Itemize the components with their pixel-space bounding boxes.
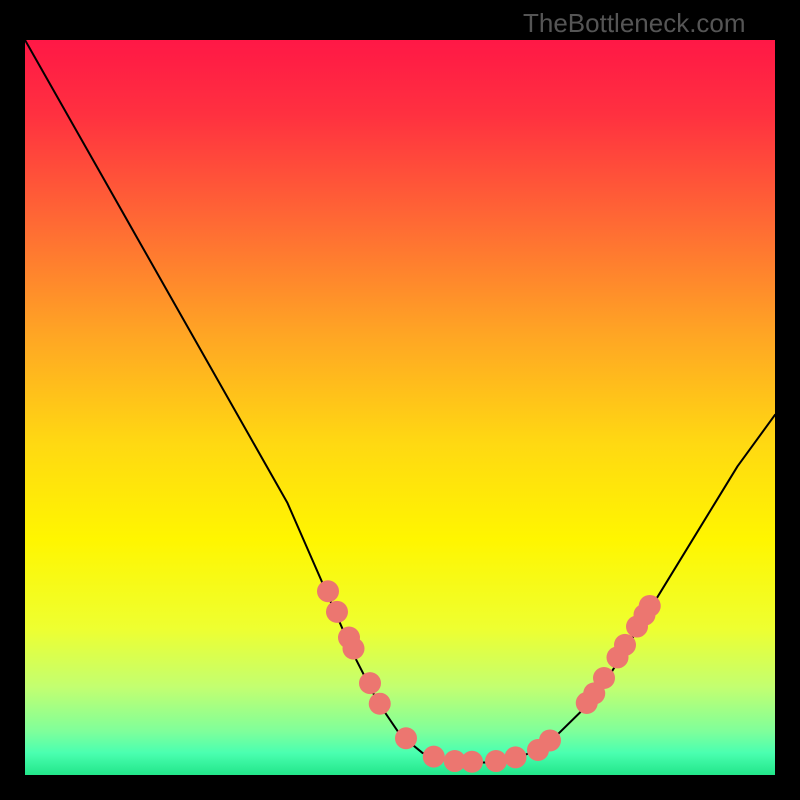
curve-marker (505, 746, 527, 768)
curve-marker (343, 638, 365, 660)
attribution-text: TheBottleneck.com (523, 8, 746, 39)
bottleneck-chart (25, 40, 775, 775)
chart-background (25, 40, 775, 775)
curve-marker (395, 727, 417, 749)
curve-marker (639, 595, 661, 617)
curve-marker (369, 693, 391, 715)
curve-marker (326, 601, 348, 623)
curve-marker (359, 672, 381, 694)
curve-marker (593, 667, 615, 689)
curve-marker (423, 746, 445, 768)
curve-marker (614, 634, 636, 656)
curve-marker (317, 580, 339, 602)
curve-marker (485, 750, 507, 772)
curve-marker (461, 751, 483, 773)
curve-marker (539, 729, 561, 751)
